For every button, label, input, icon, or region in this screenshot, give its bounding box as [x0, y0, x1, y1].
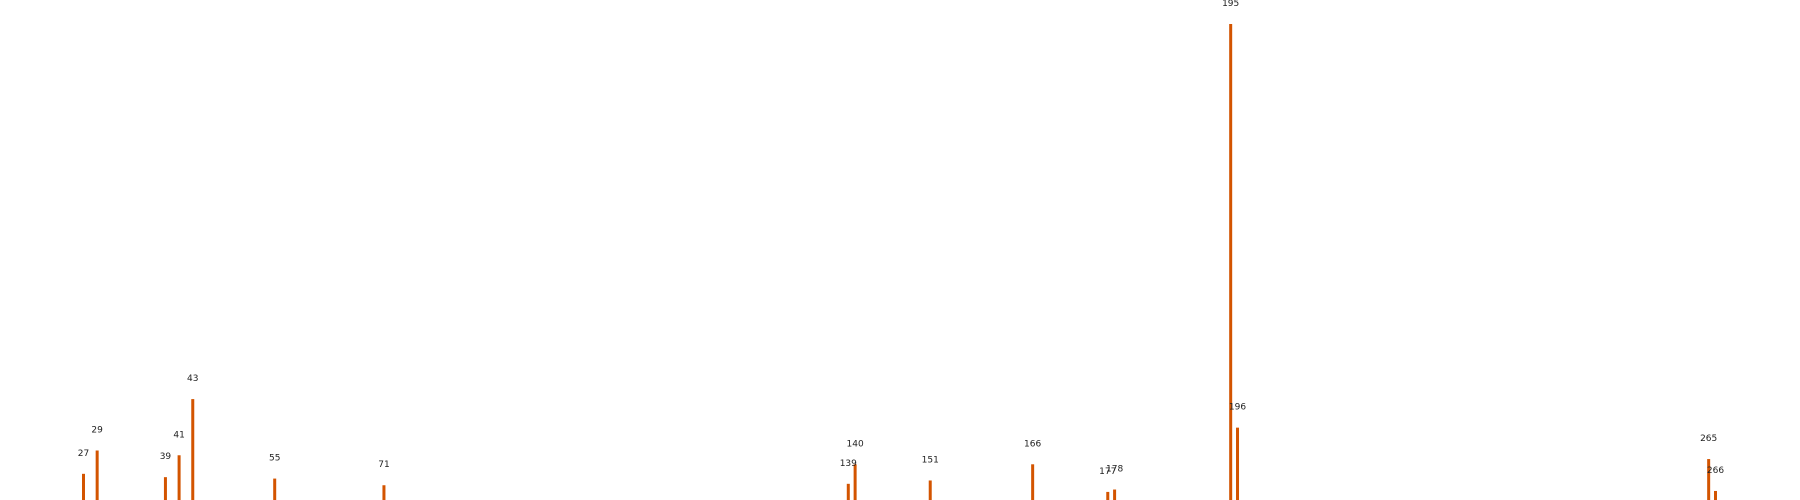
peak-bar-166: [1031, 464, 1035, 500]
peak-label-71: 71: [378, 460, 389, 470]
peak-bar-27: [82, 473, 85, 500]
peak-label-266: 266: [1707, 466, 1724, 476]
peak-bar-39: [163, 477, 167, 500]
peak-bar-43: [191, 399, 195, 500]
peak-label-41: 41: [173, 430, 184, 440]
peak-label-29: 29: [91, 426, 103, 436]
peak-bar-41: [177, 455, 181, 500]
peak-label-139: 139: [840, 459, 857, 469]
peak-bar-140: [853, 464, 857, 500]
peak-bar-71: [382, 485, 386, 500]
peak-label-140: 140: [847, 439, 864, 449]
peak-bars: [82, 24, 1717, 500]
peak-label-151: 151: [922, 455, 939, 465]
peak-bar-266: [1714, 490, 1717, 500]
peak-label-178: 178: [1106, 465, 1123, 475]
peak-label-196: 196: [1229, 403, 1246, 413]
peak-label-55: 55: [269, 454, 280, 464]
peak-bar-177: [1106, 491, 1110, 500]
peak-bar-196: [1236, 427, 1240, 500]
peak-bar-55: [273, 478, 277, 500]
peak-label-177: 177: [1099, 467, 1116, 477]
peak-label-166: 166: [1024, 439, 1041, 449]
peak-bar-265: [1707, 459, 1711, 500]
peak-label-27: 27: [78, 449, 89, 459]
peak-bar-195: [1229, 24, 1233, 500]
peak-bar-178: [1113, 489, 1117, 500]
peak-label-195: 195: [1222, 0, 1239, 9]
peak-label-265: 265: [1700, 434, 1717, 444]
peak-label-39: 39: [160, 452, 172, 462]
peak-bar-139: [846, 483, 850, 500]
peak-bar-29: [95, 450, 99, 500]
peak-label-43: 43: [187, 374, 198, 384]
peak-bar-151: [928, 480, 932, 500]
